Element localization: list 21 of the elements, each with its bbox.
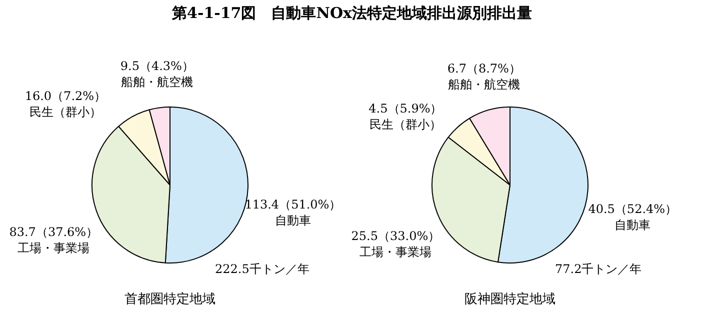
text: 首都圏特定地域 bbox=[124, 292, 216, 307]
chart-title: 第4-1-17図 自動車NOx法特定地域排出源別排出量 bbox=[171, 4, 533, 23]
slice-label: 工場・事業場 bbox=[360, 244, 432, 259]
slice-label: 民生（群小） bbox=[29, 104, 102, 119]
slice-label: 工場・事業場 bbox=[18, 240, 90, 255]
slice-label: 船舶・航空機 bbox=[121, 74, 194, 89]
data-label: 25.5（33.0%） bbox=[351, 228, 440, 243]
slice-label: 民生（群小） bbox=[369, 117, 442, 132]
data-label: 16.0（7.2%） bbox=[24, 88, 106, 103]
slice-label: 自動車 bbox=[274, 214, 311, 228]
data-label: 6.7（8.7%） bbox=[447, 62, 521, 76]
slice-label: 自動車 bbox=[614, 218, 651, 232]
data-label: 113.4（51.0%） bbox=[244, 198, 342, 212]
data-label: 83.7（37.6%） bbox=[9, 224, 98, 239]
slice-label: 船舶・航空機 bbox=[448, 78, 520, 92]
text: 77.2千トン／年 bbox=[555, 262, 642, 276]
data-label: 9.5（4.3%） bbox=[120, 58, 194, 73]
text: 222.5千トン／年 bbox=[215, 262, 310, 276]
data-label: 40.5（52.4%） bbox=[588, 202, 678, 216]
data-label: 4.5（5.9%） bbox=[368, 101, 442, 116]
text: 阪神圏特定地域 bbox=[464, 292, 556, 307]
